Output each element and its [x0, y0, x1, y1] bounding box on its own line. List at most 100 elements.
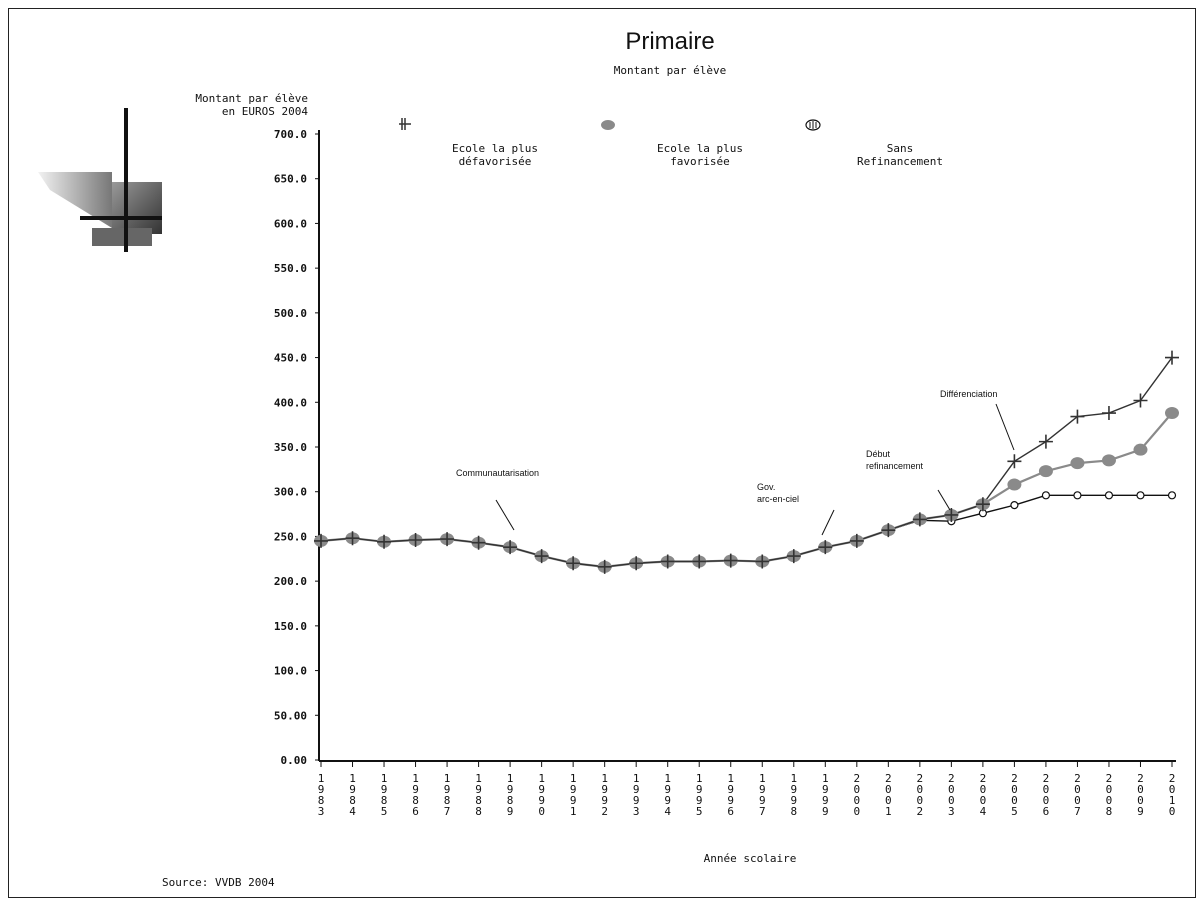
data-point-defavorisee	[377, 534, 392, 549]
source-note: Source: VVDB 2004	[162, 876, 275, 889]
data-point-defavorisee	[1007, 454, 1022, 469]
legend-item-favorisee: Ecole la plus favorisée	[600, 116, 800, 168]
data-point-defavorisee	[912, 512, 927, 527]
data-point-sans-refinancement	[1167, 491, 1177, 500]
data-point-favorisee	[1165, 407, 1179, 420]
data-point-defavorisee	[944, 507, 959, 522]
data-point-sans-refinancement	[1041, 491, 1051, 500]
data-point-sans-refinancement	[1104, 491, 1114, 500]
open-circle-marker-icon	[805, 119, 821, 131]
y-tick-label: 300.0	[274, 486, 307, 499]
data-point-defavorisee	[1101, 406, 1116, 421]
data-point-defavorisee	[503, 540, 518, 555]
data-point-sans-refinancement	[1136, 491, 1145, 500]
legend-item-sans-refinancement: Sans Refinancement	[800, 116, 1000, 168]
data-point-defavorisee	[597, 559, 612, 574]
data-point-sans-refinancement	[1010, 501, 1019, 510]
data-point-defavorisee	[692, 554, 707, 569]
data-point-defavorisee	[1133, 393, 1148, 408]
legend-label-sans-refinancement: Sans Refinancement	[856, 142, 944, 168]
annotation-leader-line	[495, 499, 515, 531]
data-point-favorisee	[1133, 443, 1148, 456]
data-point-sans-refinancement	[1073, 491, 1082, 500]
data-point-defavorisee	[408, 533, 423, 548]
data-point-defavorisee	[849, 533, 864, 548]
y-tick-label: 50.00	[274, 709, 307, 722]
y-tick-label: 150.0	[274, 620, 307, 633]
y-tick-label: 200.0	[274, 575, 307, 588]
data-point-favorisee	[1007, 478, 1022, 491]
legend-label-defavorisee: Ecole la plus défavorisée	[451, 142, 539, 168]
plus-marker-icon	[399, 118, 411, 130]
annotation-leader-line	[995, 403, 1015, 451]
data-point-favorisee	[1038, 465, 1053, 478]
data-point-defavorisee	[534, 549, 549, 564]
annotation-label: Début refinancement	[866, 449, 924, 471]
chart-title: Primaire	[625, 28, 715, 55]
data-point-defavorisee	[314, 533, 328, 548]
y-tick-label: 250.0	[274, 530, 307, 543]
annotation-leader-line	[821, 509, 835, 536]
data-point-defavorisee	[755, 554, 770, 569]
y-axis-label: Montant par élève en EUROS 2004	[195, 92, 308, 118]
y-tick-label: 500.0	[274, 307, 307, 320]
y-tick-label: 400.0	[274, 396, 307, 409]
annotation-label: Gov. arc-en-ciel	[757, 482, 799, 504]
chart-subtitle: Montant par élève	[613, 64, 727, 77]
y-tick-label: 0.00	[281, 754, 308, 767]
data-point-favorisee	[1101, 454, 1116, 467]
y-tick-label: 650.0	[274, 173, 307, 186]
data-point-defavorisee	[881, 523, 896, 538]
data-point-defavorisee	[629, 556, 644, 571]
data-point-defavorisee	[818, 540, 833, 555]
y-tick-label: 350.0	[274, 441, 307, 454]
x-axis-label: Année scolaire	[703, 852, 797, 865]
series-line-2	[320, 494, 1172, 568]
data-point-defavorisee	[345, 531, 360, 546]
data-point-defavorisee	[471, 535, 486, 550]
data-point-defavorisee	[566, 556, 581, 571]
y-tick-label: 600.0	[274, 217, 307, 230]
data-point-defavorisee	[1070, 409, 1085, 424]
annotation-label: Communautarisation	[456, 468, 539, 478]
data-point-defavorisee	[786, 549, 801, 564]
y-tick-label: 550.0	[274, 262, 307, 275]
data-point-defavorisee	[1165, 350, 1179, 365]
data-point-defavorisee	[440, 532, 455, 547]
annotation-leader-line	[937, 489, 951, 511]
legend-label-favorisee: Ecole la plus favorisée	[656, 142, 744, 168]
y-tick-label: 450.0	[274, 352, 307, 365]
data-point-defavorisee	[975, 497, 990, 512]
y-tick-label: 700.0	[274, 128, 307, 141]
annotation-label: Différenciation	[940, 389, 997, 399]
data-point-defavorisee	[723, 553, 738, 568]
legend-item-defavorisee: Ecole la plus défavorisée	[395, 116, 595, 168]
